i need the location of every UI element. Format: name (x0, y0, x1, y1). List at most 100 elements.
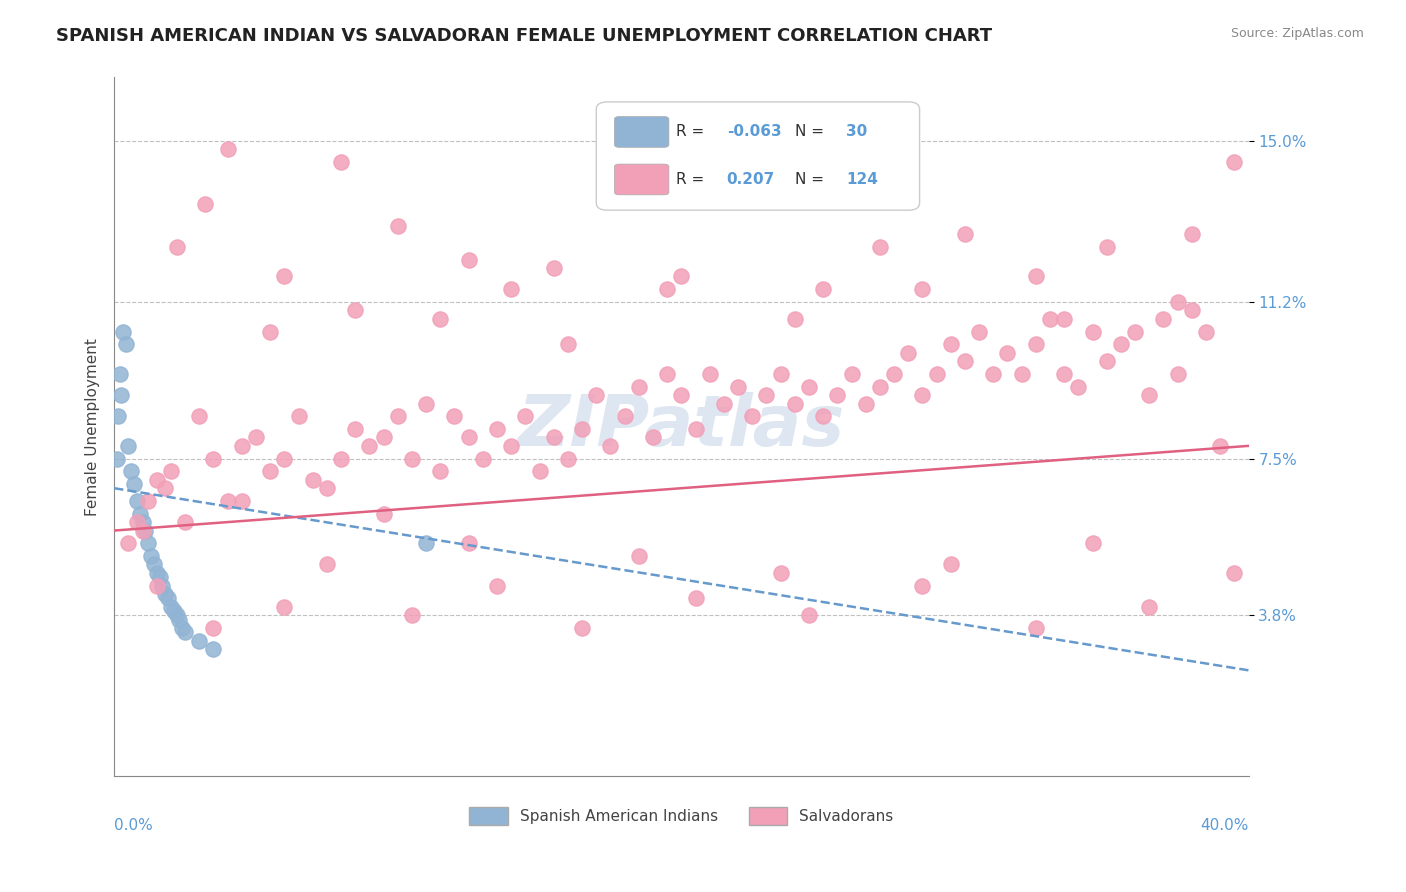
Point (202, 451, 225, 466)
Point (131, 515, 153, 529)
Point (145, 566, 167, 580)
Point (202, 621, 225, 635)
Point (117, 439, 139, 453)
Text: -0.063: -0.063 (727, 125, 782, 139)
Point (529, 464, 551, 478)
Point (657, 282, 679, 296)
Point (1109, 337, 1132, 351)
Point (1025, 337, 1047, 351)
Point (259, 325, 281, 339)
Point (155, 481, 177, 495)
Point (122, 477, 145, 491)
Point (1195, 325, 1218, 339)
Text: 0.207: 0.207 (727, 172, 775, 187)
Point (911, 579, 934, 593)
Point (136, 536, 159, 550)
Text: R =: R = (676, 125, 709, 139)
Point (811, 282, 834, 296)
Point (273, 269, 295, 284)
Point (769, 566, 792, 580)
Point (797, 379, 820, 393)
Point (108, 367, 131, 381)
Point (543, 430, 565, 444)
Point (911, 388, 934, 402)
Point (939, 337, 962, 351)
Point (1095, 354, 1118, 368)
Text: 30: 30 (846, 125, 868, 139)
Point (166, 608, 188, 623)
Point (599, 439, 621, 453)
Point (1095, 240, 1118, 254)
Point (1181, 303, 1204, 318)
Point (627, 549, 650, 563)
Point (827, 388, 849, 402)
Point (231, 494, 253, 508)
Point (157, 591, 180, 606)
Point (599, 168, 621, 182)
Point (727, 379, 749, 393)
Point (315, 481, 337, 495)
Point (301, 473, 323, 487)
Point (783, 396, 806, 410)
Point (107, 409, 129, 424)
Point (1039, 311, 1062, 326)
Point (501, 282, 523, 296)
Point (429, 464, 451, 478)
Legend: Spanish American Indians, Salvadorans: Spanish American Indians, Salvadorans (464, 801, 900, 831)
Point (486, 579, 509, 593)
Point (869, 379, 891, 393)
Point (136, 494, 159, 508)
Point (755, 388, 778, 402)
Point (125, 515, 148, 529)
Point (571, 422, 593, 436)
Point (981, 367, 1004, 381)
Point (613, 409, 636, 424)
Point (134, 524, 156, 538)
Point (571, 621, 593, 635)
Point (741, 409, 763, 424)
Point (110, 388, 132, 402)
Point (111, 325, 134, 339)
Point (172, 621, 194, 635)
Point (131, 524, 153, 538)
Point (1025, 269, 1047, 284)
Point (1123, 325, 1146, 339)
Point (685, 591, 707, 606)
Point (128, 507, 150, 521)
Point (245, 430, 267, 444)
Point (387, 219, 409, 233)
Point (330, 155, 353, 169)
Point (1081, 536, 1104, 550)
Point (897, 345, 920, 359)
Point (1137, 599, 1160, 614)
Point (155, 587, 177, 601)
Point (471, 451, 494, 466)
Point (543, 260, 565, 275)
Point (120, 464, 142, 478)
Text: Source: ZipAtlas.com: Source: ZipAtlas.com (1230, 27, 1364, 40)
Point (145, 473, 167, 487)
Point (953, 227, 976, 241)
Point (727, 177, 749, 191)
Point (202, 642, 225, 657)
Point (188, 633, 211, 648)
Point (515, 409, 537, 424)
Point (415, 536, 437, 550)
Point (939, 558, 962, 572)
Point (869, 240, 891, 254)
Point (188, 409, 211, 424)
Text: 124: 124 (846, 172, 877, 187)
Point (287, 409, 309, 424)
Point (231, 439, 253, 453)
Point (1223, 566, 1246, 580)
Text: R =: R = (676, 172, 709, 187)
Point (557, 451, 579, 466)
Point (330, 451, 353, 466)
FancyBboxPatch shape (614, 164, 669, 194)
Text: N =: N = (794, 125, 828, 139)
Point (1081, 325, 1104, 339)
Point (443, 409, 465, 424)
Point (273, 451, 295, 466)
Point (148, 570, 170, 584)
Point (883, 367, 905, 381)
